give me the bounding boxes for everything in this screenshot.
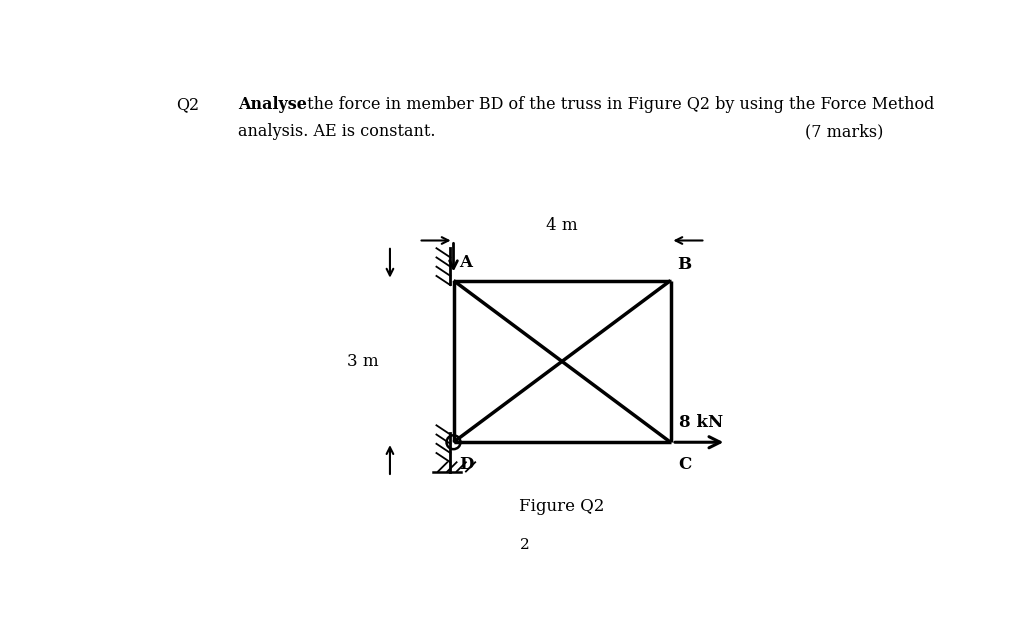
Text: B: B bbox=[677, 256, 691, 273]
Text: Figure Q2: Figure Q2 bbox=[519, 498, 605, 515]
Text: 3 m: 3 m bbox=[347, 353, 378, 370]
Text: Q2: Q2 bbox=[176, 96, 200, 113]
Text: Analyse: Analyse bbox=[238, 96, 307, 113]
Text: C: C bbox=[678, 456, 691, 473]
Text: analysis. AE is constant.: analysis. AE is constant. bbox=[238, 124, 435, 141]
Text: A: A bbox=[459, 254, 472, 271]
Text: (7 marks): (7 marks) bbox=[805, 124, 884, 141]
Text: D: D bbox=[459, 456, 473, 473]
Text: 2: 2 bbox=[520, 538, 529, 551]
Text: 8 kN: 8 kN bbox=[679, 415, 723, 432]
Text: 4 m: 4 m bbox=[546, 217, 578, 234]
Text: the force in member BD of the truss in Figure Q2 by using the Force Method: the force in member BD of the truss in F… bbox=[302, 96, 934, 113]
